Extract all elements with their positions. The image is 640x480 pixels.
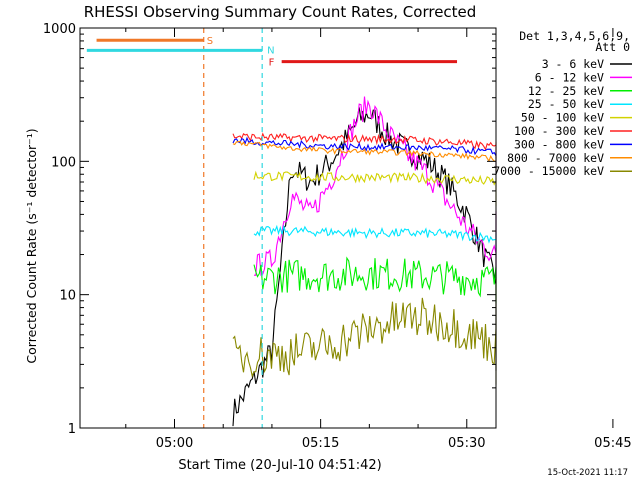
y-tick-label-1: 10 [59,289,76,304]
chart-title: RHESSI Observing Summary Count Rates, Co… [84,3,477,21]
plot-frame [79,27,497,429]
night-flag-0-label: N [267,45,274,56]
axes: 110100100005:0005:1505:3005:4506:0006:15… [43,22,632,451]
x-tick-label-1: 05:15 [302,436,339,451]
y-tick-label-3: 1000 [43,22,76,37]
x-tick-label-2: 05:30 [448,436,485,451]
x-tick-label-0: 05:00 [156,436,193,451]
x-tick-label-3: 05:45 [594,436,631,451]
legend-entry-label-2: 12 - 25 keV [528,84,604,98]
flag-overlay: S NF [86,28,458,428]
legend-entry-label-5: 100 - 300 keV [514,124,604,138]
legend-entry-label-3: 25 - 50 keV [528,97,604,111]
x-axis-label: Start Time (20-Jul-10 04:51:42) [178,458,381,473]
legend-entry-label-1: 6 - 12 keV [535,70,604,84]
legend-entry-label-7: 800 - 7000 keV [507,151,604,165]
legend-entry-label-6: 300 - 800 keV [514,137,604,151]
saa-flag-label: S [207,36,213,47]
y-axis-label: Corrected Count Rate (s⁻¹ detector⁻¹) [24,128,39,363]
legend-entry-label-8: 7000 - 15000 keV [493,164,604,178]
legend-entry-label-4: 50 - 100 keV [521,111,604,125]
legend-header-detectors: Det 1,3,4,5,6,9, [519,29,630,43]
legend-entry-label-0: 3 - 6 keV [542,57,604,71]
flare-flag-0-label: F [269,58,275,69]
footer-date: 15-Oct-2021 11:17 [547,468,628,478]
legend-header-attenuator: Att 0 [595,40,630,54]
y-tick-label-0: 1 [68,422,76,437]
y-tick-label-2: 100 [51,155,76,170]
